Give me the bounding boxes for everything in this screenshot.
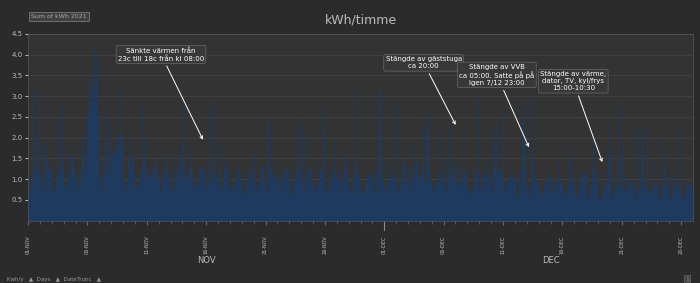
Text: 16-DEC: 16-DEC [560, 235, 565, 254]
Text: NOV: NOV [197, 256, 216, 265]
Text: Kwh/y   ▲  Days   ▲  DateTrunc   ▲: Kwh/y ▲ Days ▲ DateTrunc ▲ [7, 276, 101, 282]
Text: 01-NOV: 01-NOV [25, 235, 31, 254]
Text: Sänkte värmen från
23c till 18c från kl 08:00: Sänkte värmen från 23c till 18c från kl … [118, 47, 204, 139]
Text: DEC: DEC [542, 256, 559, 265]
Text: 06-DEC: 06-DEC [441, 235, 446, 254]
Text: 21-DEC: 21-DEC [620, 235, 624, 254]
Text: Stängde av värme,
dator, TV, kyl/frys
15:00-10:30: Stängde av värme, dator, TV, kyl/frys 15… [540, 71, 606, 161]
Text: 16-NOV: 16-NOV [204, 235, 209, 254]
Text: Stängde av gäststuga
ca 20:00: Stängde av gäststuga ca 20:00 [386, 56, 462, 124]
Text: 01-DEC: 01-DEC [382, 235, 386, 254]
Text: 11-DEC: 11-DEC [500, 235, 505, 254]
Text: 26-NOV: 26-NOV [323, 235, 328, 254]
Text: Sum of kWh 2021: Sum of kWh 2021 [32, 14, 87, 19]
Text: 06-NOV: 06-NOV [85, 235, 90, 254]
Text: 11-NOV: 11-NOV [144, 235, 149, 254]
Text: 21-NOV: 21-NOV [263, 235, 268, 254]
Text: 26-DEC: 26-DEC [678, 235, 684, 254]
Text: Stängde av VVB
ca 05:00. Satte på på
igen 7/12 23:00: Stängde av VVB ca 05:00. Satte på på ige… [459, 64, 535, 146]
Text: kWh/timme: kWh/timme [324, 14, 397, 27]
Text: 1: 1 [685, 276, 690, 282]
